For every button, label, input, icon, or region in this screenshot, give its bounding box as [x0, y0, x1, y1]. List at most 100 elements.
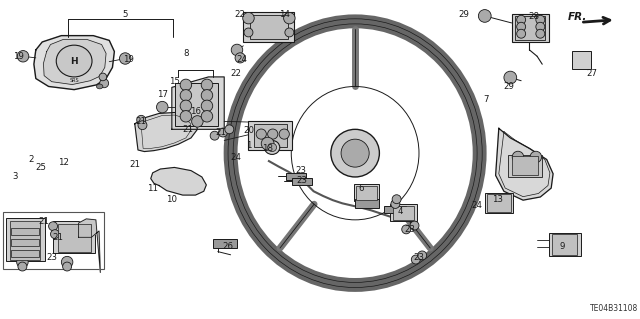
Bar [250, 15, 288, 39]
Ellipse shape [261, 137, 274, 150]
Polygon shape [172, 77, 224, 129]
Bar [3, 212, 104, 269]
Ellipse shape [536, 29, 545, 38]
Bar [487, 195, 511, 212]
Ellipse shape [418, 251, 427, 260]
Text: 19: 19 [13, 52, 24, 61]
Text: 7: 7 [483, 95, 489, 104]
Bar [511, 14, 548, 42]
Text: H: H [70, 56, 78, 65]
Text: 29: 29 [503, 82, 514, 91]
Bar [11, 250, 39, 257]
Text: 11: 11 [147, 184, 158, 193]
Ellipse shape [410, 221, 419, 230]
Ellipse shape [61, 256, 73, 268]
Text: 22: 22 [235, 11, 246, 19]
Text: 9: 9 [560, 242, 565, 251]
Ellipse shape [235, 53, 245, 63]
Bar [390, 204, 417, 221]
Ellipse shape [244, 28, 253, 37]
Text: 13: 13 [492, 195, 503, 204]
Text: 24: 24 [230, 153, 241, 162]
Ellipse shape [256, 129, 266, 139]
Ellipse shape [100, 79, 109, 88]
Ellipse shape [180, 79, 191, 91]
Bar [355, 199, 380, 208]
Ellipse shape [516, 15, 525, 24]
Text: 21: 21 [182, 125, 193, 134]
Ellipse shape [63, 262, 72, 271]
Text: 15: 15 [169, 77, 180, 86]
Ellipse shape [191, 116, 203, 127]
Bar [248, 122, 292, 150]
Ellipse shape [391, 199, 400, 208]
Ellipse shape [412, 255, 420, 264]
Text: FR.: FR. [568, 11, 587, 22]
Text: 2: 2 [29, 155, 34, 164]
Bar [253, 124, 287, 147]
Ellipse shape [180, 111, 191, 122]
Text: 29: 29 [458, 11, 469, 19]
Text: 10: 10 [166, 195, 177, 204]
Bar [508, 155, 541, 177]
Text: 16: 16 [190, 108, 201, 116]
Text: 23: 23 [46, 254, 58, 263]
Bar [548, 233, 580, 256]
Text: 8: 8 [183, 48, 189, 58]
Bar [175, 83, 218, 126]
Text: 23: 23 [404, 225, 415, 234]
Text: 24: 24 [237, 55, 248, 64]
Text: 21: 21 [216, 128, 227, 137]
Text: 21: 21 [129, 160, 140, 169]
Text: 17: 17 [157, 90, 168, 99]
Ellipse shape [56, 45, 92, 77]
Ellipse shape [97, 84, 103, 89]
Ellipse shape [512, 151, 524, 163]
Text: 4: 4 [397, 207, 403, 216]
Ellipse shape [530, 151, 541, 163]
Text: 6: 6 [359, 184, 364, 193]
Ellipse shape [137, 115, 146, 124]
Polygon shape [44, 40, 106, 85]
Ellipse shape [268, 143, 276, 152]
Ellipse shape [331, 129, 380, 177]
Ellipse shape [264, 140, 280, 154]
Text: 23: 23 [296, 176, 308, 185]
Ellipse shape [341, 139, 369, 167]
Ellipse shape [49, 222, 58, 231]
Ellipse shape [180, 90, 191, 101]
Text: 5: 5 [122, 11, 128, 19]
Text: 23: 23 [295, 166, 307, 175]
Text: SRS: SRS [69, 78, 79, 83]
Ellipse shape [157, 101, 168, 113]
Ellipse shape [201, 100, 212, 112]
Text: 12: 12 [58, 158, 68, 167]
Bar [515, 16, 545, 40]
Bar [285, 173, 306, 180]
Ellipse shape [392, 195, 401, 204]
Ellipse shape [201, 79, 212, 91]
Text: 23: 23 [413, 254, 424, 263]
Ellipse shape [284, 12, 295, 24]
Text: 24: 24 [471, 201, 482, 210]
Ellipse shape [18, 262, 27, 271]
Bar [292, 178, 312, 185]
Polygon shape [34, 36, 115, 90]
Bar [384, 205, 406, 213]
Ellipse shape [201, 90, 212, 101]
Ellipse shape [243, 12, 254, 24]
Ellipse shape [516, 22, 525, 31]
Ellipse shape [17, 50, 29, 62]
Text: TE04B31108: TE04B31108 [590, 304, 638, 313]
Ellipse shape [516, 29, 525, 38]
Text: 18: 18 [262, 144, 273, 153]
Ellipse shape [504, 71, 516, 84]
Ellipse shape [138, 121, 147, 130]
Text: 1: 1 [246, 141, 252, 150]
Text: 21: 21 [52, 233, 63, 242]
Polygon shape [495, 128, 553, 200]
Text: 3: 3 [12, 173, 17, 182]
Ellipse shape [225, 125, 234, 134]
Bar [58, 224, 91, 252]
Polygon shape [151, 167, 206, 195]
